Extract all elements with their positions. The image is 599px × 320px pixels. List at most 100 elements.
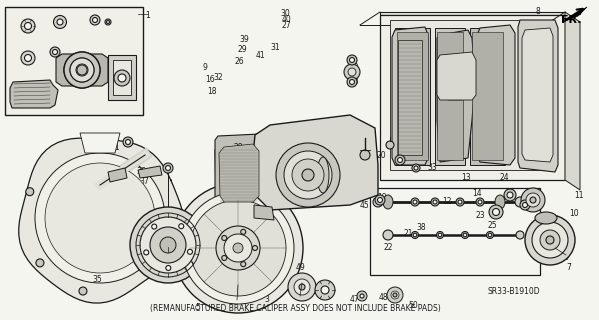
Polygon shape [477, 25, 515, 165]
Circle shape [507, 192, 513, 198]
Text: 5: 5 [195, 303, 201, 313]
Circle shape [79, 287, 87, 295]
Circle shape [520, 200, 530, 210]
Polygon shape [19, 138, 185, 303]
Circle shape [375, 195, 385, 205]
Text: 24: 24 [499, 173, 509, 182]
Circle shape [222, 236, 227, 241]
Text: 4: 4 [305, 291, 310, 300]
Circle shape [216, 226, 260, 270]
Circle shape [347, 55, 357, 65]
Polygon shape [398, 40, 422, 155]
Polygon shape [522, 28, 553, 162]
Polygon shape [437, 52, 476, 100]
Text: 20: 20 [376, 150, 386, 159]
Circle shape [77, 65, 87, 75]
Text: 31: 31 [270, 44, 280, 52]
Circle shape [163, 163, 173, 173]
Text: 28: 28 [233, 143, 243, 153]
Circle shape [302, 169, 314, 181]
Text: 52: 52 [219, 165, 229, 174]
Text: 1: 1 [146, 11, 150, 20]
Circle shape [532, 222, 568, 258]
Text: 49: 49 [295, 263, 305, 273]
Polygon shape [518, 20, 558, 172]
Circle shape [478, 200, 482, 204]
Circle shape [21, 51, 35, 65]
Circle shape [53, 15, 66, 28]
Ellipse shape [535, 212, 557, 224]
Polygon shape [380, 12, 565, 15]
Polygon shape [565, 12, 580, 190]
Circle shape [21, 19, 35, 33]
Text: 50: 50 [408, 300, 418, 309]
Circle shape [515, 197, 525, 207]
Circle shape [360, 294, 364, 298]
Circle shape [299, 284, 305, 290]
Polygon shape [390, 20, 550, 170]
Text: 44: 44 [538, 237, 548, 246]
Ellipse shape [317, 157, 329, 193]
Text: 14: 14 [472, 188, 482, 197]
Circle shape [411, 198, 419, 206]
Text: 16: 16 [205, 76, 215, 84]
Text: 19: 19 [377, 194, 387, 203]
Circle shape [414, 166, 418, 170]
Circle shape [504, 189, 516, 201]
Circle shape [431, 198, 439, 206]
Circle shape [179, 224, 184, 229]
Circle shape [253, 245, 258, 251]
Bar [108, 55, 136, 100]
Circle shape [25, 54, 32, 61]
Ellipse shape [495, 195, 505, 209]
Circle shape [50, 47, 60, 57]
Circle shape [348, 68, 356, 76]
Circle shape [413, 200, 417, 204]
Circle shape [288, 273, 316, 301]
Bar [5, 7, 143, 115]
Text: 46: 46 [164, 270, 174, 279]
Circle shape [433, 200, 437, 204]
Circle shape [36, 259, 44, 267]
Polygon shape [254, 205, 274, 220]
Polygon shape [448, 78, 462, 100]
Circle shape [123, 137, 133, 147]
Polygon shape [435, 28, 465, 165]
Circle shape [486, 231, 494, 238]
Bar [113, 60, 131, 95]
Circle shape [26, 188, 34, 196]
Circle shape [35, 153, 165, 283]
Text: SR33-B1910D: SR33-B1910D [488, 287, 541, 297]
Text: 17: 17 [363, 148, 373, 156]
Circle shape [516, 231, 524, 239]
Text: 29: 29 [237, 45, 247, 54]
Text: 26: 26 [234, 58, 244, 67]
Circle shape [386, 141, 394, 149]
Circle shape [160, 237, 176, 253]
Circle shape [165, 165, 171, 171]
Text: 23: 23 [475, 211, 485, 220]
Circle shape [349, 79, 355, 84]
Circle shape [521, 188, 545, 212]
Circle shape [413, 233, 417, 237]
Text: 22: 22 [383, 244, 393, 252]
Text: 27: 27 [281, 20, 291, 29]
Polygon shape [108, 168, 127, 182]
Circle shape [140, 217, 196, 273]
Text: 48: 48 [378, 293, 388, 302]
Text: 10: 10 [569, 210, 579, 219]
Text: 33: 33 [427, 163, 437, 172]
Text: 39: 39 [239, 36, 249, 44]
Text: 12: 12 [442, 197, 452, 206]
Text: 25: 25 [487, 220, 497, 229]
Polygon shape [219, 144, 259, 202]
Text: 38: 38 [416, 223, 426, 233]
Polygon shape [10, 80, 58, 108]
Circle shape [347, 77, 357, 87]
Text: 36: 36 [136, 167, 146, 177]
Circle shape [173, 183, 303, 313]
Circle shape [126, 140, 131, 145]
Circle shape [383, 230, 393, 240]
Text: 45: 45 [360, 201, 370, 210]
Polygon shape [380, 15, 565, 180]
